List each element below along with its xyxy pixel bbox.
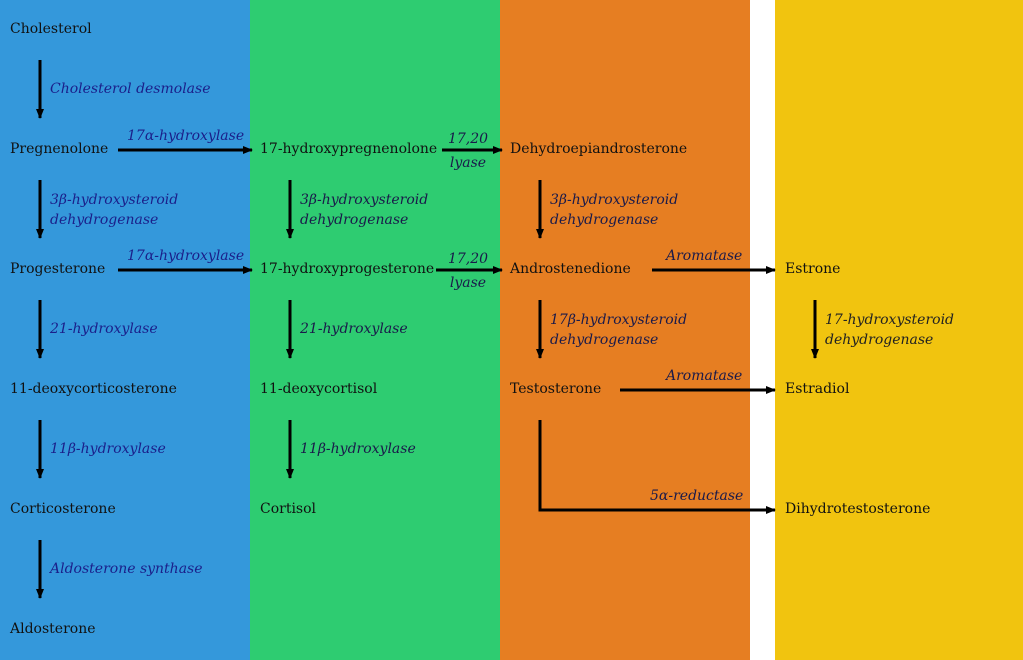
node-deoxycorticosterone: 11-deoxycorticosterone: [10, 381, 177, 397]
enzyme-21-hydroxylase-1: 21-hydroxylase: [50, 321, 158, 337]
node-testosterone: Testosterone: [510, 381, 602, 397]
node-aldosterone: Aldosterone: [10, 621, 96, 637]
node-estrone: Estrone: [785, 261, 841, 277]
enzyme-11b-hydroxylase-2: 11β-hydroxylase: [300, 441, 416, 457]
enzyme-21-hydroxylase-2: 21-hydroxylase: [300, 321, 408, 337]
enzyme-aromatase-2: Aromatase: [666, 368, 743, 384]
enzyme-aromatase-1: Aromatase: [666, 248, 743, 264]
enzyme-17a-hydroxylase-2: 17α-hydroxylase: [127, 248, 245, 264]
enzyme-label-line: 17β-hydroxysteroid: [550, 312, 688, 328]
enzyme-label-line: 3β-hydroxysteroid: [50, 192, 179, 208]
node-pregnenolone: Pregnenolone: [10, 141, 109, 157]
enzyme-17-20-lyase-1: 17,20 lyase: [442, 127, 494, 175]
enzyme-3b-hsd-3: 3β-hydroxysteroid dehydrogenase: [550, 190, 678, 230]
node-hydroxypregnenolone: 17-hydroxypregnenolone: [260, 141, 438, 157]
enzyme-label-line: dehydrogenase: [50, 212, 159, 228]
node-hydroxyprogesterone: 17-hydroxyprogesterone: [260, 261, 435, 277]
node-corticosterone: Corticosterone: [10, 501, 116, 517]
enzyme-cholesterol-desmolase: Cholesterol desmolase: [50, 81, 211, 97]
column-androgens: [500, 0, 750, 660]
arrow-testosterone-dht: [538, 420, 776, 514]
enzyme-11b-hydroxylase-1: 11β-hydroxylase: [50, 441, 166, 457]
node-androstenedione: Androstenedione: [510, 261, 631, 277]
node-cortisol: Cortisol: [260, 501, 317, 517]
enzyme-aldosterone-synthase: Aldosterone synthase: [50, 561, 203, 577]
enzyme-17-20-lyase-2: 17,20 lyase: [442, 247, 494, 295]
enzyme-17-hsd: 17-hydroxysteroid dehydrogenase: [825, 310, 954, 350]
enzyme-label-line: 3β-hydroxysteroid: [550, 192, 679, 208]
enzyme-label-line: dehydrogenase: [825, 332, 934, 348]
enzyme-17a-hydroxylase-1: 17α-hydroxylase: [127, 128, 245, 144]
enzyme-3b-hsd-1: 3β-hydroxysteroid dehydrogenase: [50, 190, 178, 230]
node-deoxycortisol: 11-deoxycortisol: [260, 381, 378, 397]
enzyme-17b-hsd: 17β-hydroxysteroid dehydrogenase: [550, 310, 687, 350]
node-cholesterol: Cholesterol: [10, 21, 92, 37]
node-dht: Dihydrotestosterone: [785, 501, 931, 517]
enzyme-label-line: 3β-hydroxysteroid: [300, 192, 429, 208]
enzyme-label-line: dehydrogenase: [550, 332, 659, 348]
enzyme-label-line: dehydrogenase: [300, 212, 409, 228]
enzyme-label-line: 17,20: [447, 131, 489, 147]
enzyme-label-line: dehydrogenase: [550, 212, 659, 228]
node-progesterone: Progesterone: [10, 261, 106, 277]
enzyme-5a-reductase: 5α-reductase: [650, 488, 744, 504]
enzyme-label-line: lyase: [449, 155, 487, 171]
node-dhea: Dehydroepiandrosterone: [510, 141, 688, 157]
enzyme-label-line: lyase: [449, 275, 487, 291]
enzyme-3b-hsd-2: 3β-hydroxysteroid dehydrogenase: [300, 190, 428, 230]
enzyme-label-line: 17,20: [447, 251, 489, 267]
column-glucocorticoids: [250, 0, 500, 660]
node-estradiol: Estradiol: [785, 381, 850, 397]
enzyme-label-line: 17-hydroxysteroid: [825, 312, 955, 328]
